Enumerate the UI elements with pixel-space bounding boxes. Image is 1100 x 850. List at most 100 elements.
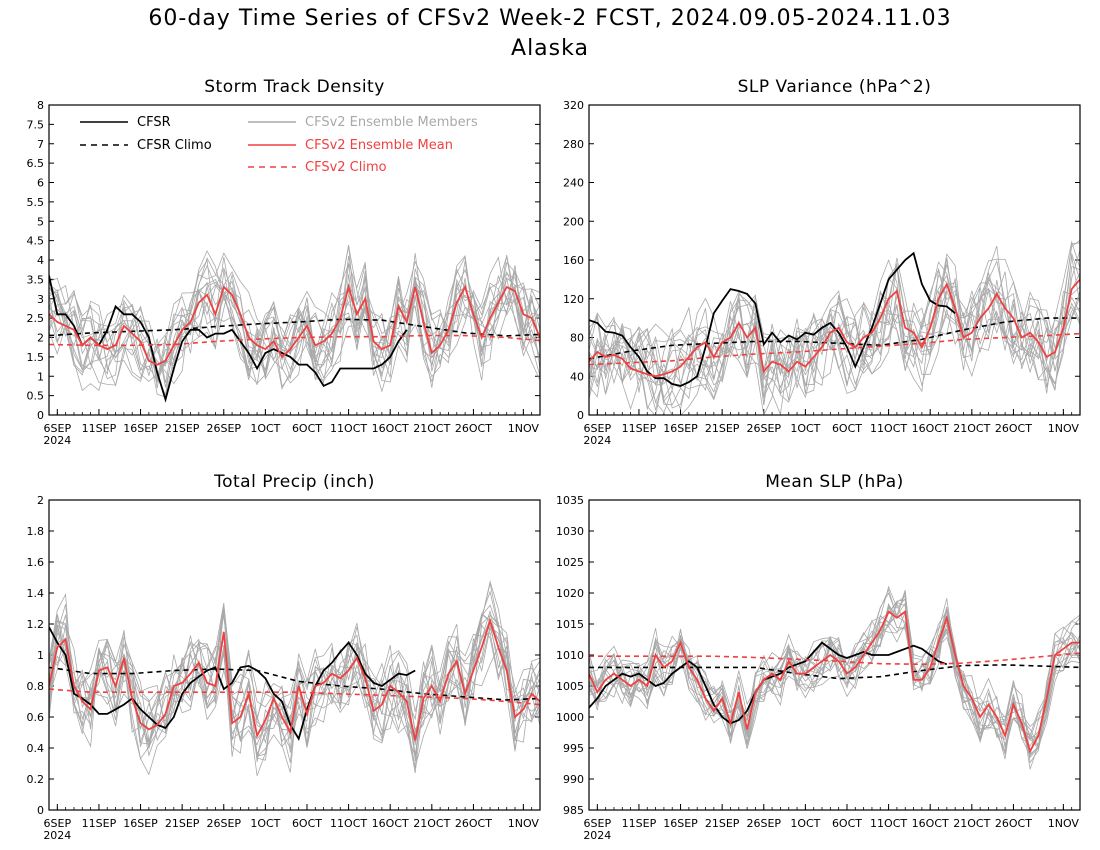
y-tick-label: 0.4 xyxy=(27,742,45,755)
y-tick-label: 200 xyxy=(563,215,584,228)
y-tick-label: 1.4 xyxy=(27,587,45,600)
ensemble-member-line xyxy=(49,590,540,743)
y-tick-label: 1000 xyxy=(556,711,584,724)
plot-area xyxy=(49,580,540,776)
y-tick-label: 7 xyxy=(37,138,44,151)
cfsr-line xyxy=(49,275,408,403)
y-tick-label: 3.5 xyxy=(27,273,45,286)
panel-title: Total Precip (inch) xyxy=(213,472,375,492)
y-tick-label: 5.5 xyxy=(27,196,45,209)
figure-title-line2: Alaska xyxy=(511,36,589,61)
figure-title: 60-day Time Series of CFSv2 Week-2 FCST,… xyxy=(0,4,1100,64)
x-year-label: 2024 xyxy=(583,434,611,447)
x-tick-label: 6SEP xyxy=(44,422,72,435)
panel-title: Mean SLP (hPa) xyxy=(765,472,904,492)
x-tick-label: 1OCT xyxy=(250,817,280,830)
x-tick-label: 1NOV xyxy=(1048,817,1080,830)
x-tick-label: 16OCT xyxy=(912,422,949,435)
ensemble-member-line xyxy=(589,592,1080,757)
plot-area xyxy=(589,239,1080,415)
x-tick-label: 21OCT xyxy=(413,817,450,830)
y-tick-label: 0.5 xyxy=(27,390,45,403)
x-tick-label: 11SEP xyxy=(82,817,117,830)
cfsr-climo-line xyxy=(49,666,540,701)
x-tick-label: 1OCT xyxy=(250,422,280,435)
x-tick-label: 1NOV xyxy=(1048,422,1080,435)
y-tick-label: 6.5 xyxy=(27,157,45,170)
panel-1: Storm Track Density 0 0.5 1 1.5 2 2.5 3 3.5 4 4.5 5… xyxy=(27,77,541,447)
plot-area xyxy=(49,244,540,403)
ensemble-member-line xyxy=(589,606,1080,749)
x-year-label: 2024 xyxy=(43,434,71,447)
y-tick-label: 160 xyxy=(563,254,584,267)
figure-title-line1: 60-day Time Series of CFSv2 Week-2 FCST,… xyxy=(148,6,952,31)
x-tick-label: 6OCT xyxy=(832,422,862,435)
y-tick-label: 1.5 xyxy=(27,351,45,364)
ensemble-member-line xyxy=(49,602,540,750)
cfsr-climo-line xyxy=(589,664,1080,680)
x-tick-label: 16SEP xyxy=(123,422,158,435)
y-tick-label: 1010 xyxy=(556,649,584,662)
x-tick-label: 26OCT xyxy=(455,422,492,435)
y-tick-label: 1035 xyxy=(556,494,584,507)
ensemble-member-line xyxy=(589,588,1080,764)
y-tick-label: 1005 xyxy=(556,680,584,693)
y-tick-label: 120 xyxy=(563,293,584,306)
x-tick-label: 6OCT xyxy=(292,817,322,830)
y-tick-label: 320 xyxy=(563,99,584,112)
y-tick-label: 1020 xyxy=(556,587,584,600)
x-year-label: 2024 xyxy=(583,829,611,842)
panel-4: Mean SLP (hPa) 985 990 995 1000 1005 1010 1015 1… xyxy=(556,472,1081,842)
x-tick-label: 26OCT xyxy=(995,817,1032,830)
x-tick-label: 1NOV xyxy=(508,817,540,830)
ensemble-member-line xyxy=(589,268,1080,405)
y-tick-label: 8 xyxy=(37,99,44,112)
y-tick-label: 280 xyxy=(563,138,584,151)
y-tick-label: 3 xyxy=(37,293,44,306)
y-tick-label: 0.8 xyxy=(27,680,45,693)
ensemble-member-line xyxy=(49,604,540,759)
x-tick-label: 11OCT xyxy=(330,817,367,830)
legend: CFSR CFSR Climo CFSv2 Ensemble Members C… xyxy=(80,115,478,175)
y-tick-label: 1.2 xyxy=(27,618,45,631)
x-tick-label: 16OCT xyxy=(372,817,409,830)
legend-label-ens-mean: CFSv2 Ensemble Mean xyxy=(305,138,453,153)
ensemble-member-line xyxy=(49,268,540,388)
y-tick-label: 2 xyxy=(37,494,44,507)
x-tick-label: 1NOV xyxy=(508,422,540,435)
x-tick-label: 16OCT xyxy=(912,817,949,830)
y-tick-label: 80 xyxy=(570,332,584,345)
x-tick-label: 16SEP xyxy=(663,422,698,435)
x-tick-label: 11OCT xyxy=(870,817,907,830)
plot-frame xyxy=(48,104,541,416)
y-tick-label: 1 xyxy=(37,649,44,662)
plot-frame xyxy=(48,499,541,811)
ensemble-member-line xyxy=(49,271,540,383)
cfsr-climo-line xyxy=(49,318,540,337)
ensemble-member-line xyxy=(49,606,540,769)
y-tick-label: 1 xyxy=(37,370,44,383)
cfsv2-ensemble-mean-line xyxy=(589,609,1080,754)
cfsr-climo-line xyxy=(589,317,1080,360)
y-tick-label: 0.6 xyxy=(27,711,45,724)
x-tick-label: 21SEP xyxy=(165,817,200,830)
y-tick-label: 1.8 xyxy=(27,525,45,538)
x-tick-label: 11SEP xyxy=(82,422,117,435)
y-tick-label: 7.5 xyxy=(27,118,45,131)
x-tick-label: 26SEP xyxy=(206,817,241,830)
y-tick-label: 5 xyxy=(37,215,44,228)
x-tick-label: 6OCT xyxy=(292,422,322,435)
cfsv2-climo-line xyxy=(589,332,1080,366)
x-tick-label: 6SEP xyxy=(584,422,612,435)
legend-label-cfsr-climo: CFSR Climo xyxy=(137,138,212,153)
panel-2: SLP Variance (hPa^2) 0 40 80 120 160 200 240 280… xyxy=(563,77,1081,447)
y-tick-label: 240 xyxy=(563,177,584,190)
plot-frame xyxy=(588,104,1081,416)
ensemble-member-line xyxy=(49,264,540,390)
x-tick-label: 6SEP xyxy=(584,817,612,830)
x-tick-label: 16SEP xyxy=(663,817,698,830)
y-tick-label: 1025 xyxy=(556,556,584,569)
ensemble-member-line xyxy=(49,250,540,384)
y-tick-label: 0 xyxy=(37,804,44,817)
